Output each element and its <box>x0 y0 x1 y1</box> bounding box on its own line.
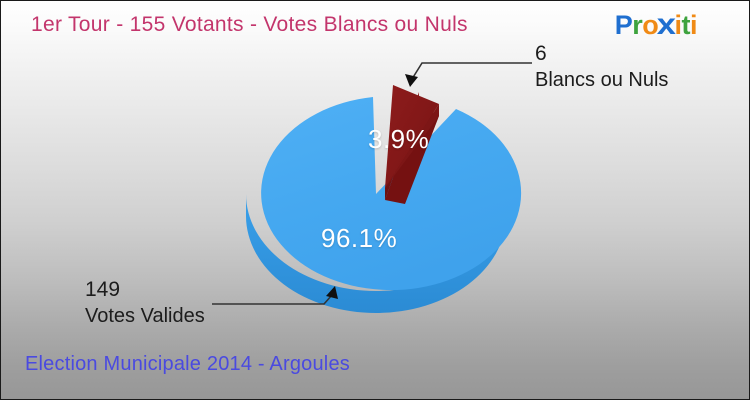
logo-letter-o: o <box>642 10 659 40</box>
callout-leader-valides <box>212 286 338 305</box>
pie-percent-blancs-ou-nuls: 3.9% <box>368 124 430 154</box>
logo-letter-t: t <box>681 10 690 40</box>
pie-percent-votes-valides: 96.1% <box>321 223 398 253</box>
page-title: 1er Tour - 155 Votants - Votes Blancs ou… <box>31 13 468 36</box>
logo-letter-i1: i <box>674 10 682 40</box>
callout-valides-count: 149 <box>85 278 121 301</box>
proxiti-logo[interactable]: Proxiti <box>614 8 698 41</box>
callout-leader-blancs <box>405 62 532 87</box>
logo-letter-x: x <box>657 8 676 41</box>
logo-letter-i2: i <box>689 10 698 40</box>
callout-valides-label: Votes Valides <box>85 305 205 327</box>
logo-letter-p: P <box>614 10 633 40</box>
footer-caption: Election Municipale 2014 - Argoules <box>25 353 350 375</box>
callout-blancs-count: 6 <box>535 42 547 65</box>
callout-votes-valides: 149 Votes Valides <box>85 277 205 329</box>
logo-letter-r: r <box>632 10 643 40</box>
callout-blancs-label: Blancs ou Nuls <box>535 69 669 91</box>
callout-blancs-ou-nuls: 6 Blancs ou Nuls <box>535 41 668 93</box>
